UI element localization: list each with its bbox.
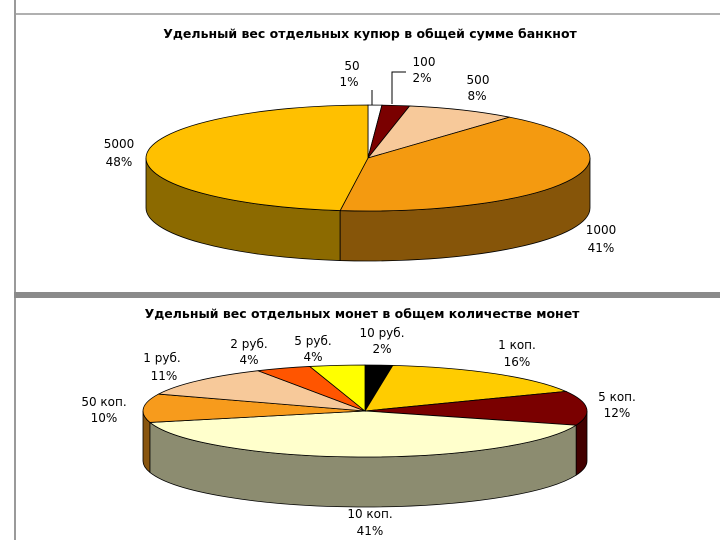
chart-1-title: Удельный вес отдельных купюр в общей сум… xyxy=(163,26,577,41)
chart-2-label-1rub: 1 руб. xyxy=(143,351,180,365)
chart-1-label-100: 100 xyxy=(413,55,436,69)
chart-1-label-5000: 5000 xyxy=(104,137,135,151)
chart-1-label-500: 500 xyxy=(467,73,490,87)
chart-1-label-50: 50 xyxy=(344,59,359,73)
chart-2-pct-50kop: 10% xyxy=(91,411,118,425)
chart-2-label-5kop: 5 коп. xyxy=(598,390,636,404)
chart-2-label-5rub: 5 руб. xyxy=(294,334,331,348)
chart-2-pie xyxy=(142,364,588,508)
chart-2-label-50kop: 50 коп. xyxy=(81,395,126,409)
chart-2-pct-1kop: 16% xyxy=(504,355,531,369)
chart-2-pct-1rub: 11% xyxy=(151,369,178,383)
chart-2-slice-5 xyxy=(157,370,366,412)
chart-2-labels: 10 руб. 2% 1 коп. 16% 5 коп. 12% 10 коп.… xyxy=(81,326,636,538)
chart-1-pct-1000: 41% xyxy=(588,241,615,255)
chart-1-pct-5000: 48% xyxy=(106,155,133,169)
chart-2-slice-3 xyxy=(148,410,578,458)
chart-2-slice-1 xyxy=(364,364,568,412)
chart-2-pct-2rub: 4% xyxy=(239,353,258,367)
chart-2-label-10kop: 10 коп. xyxy=(347,507,392,521)
chart-1-labels: 50 1% 100 2% 500 8% 5000 48% 1000 41% xyxy=(104,55,617,255)
chart-2-label-10rub: 10 руб. xyxy=(359,326,404,340)
panel-divider xyxy=(14,292,720,298)
chart-2-pct-10kop: 41% xyxy=(357,524,384,538)
chart-2-pct-5kop: 12% xyxy=(604,406,631,420)
chart-2-title: Удельный вес отдельных монет в общем кол… xyxy=(145,306,581,321)
chart-2-pct-10rub: 2% xyxy=(372,342,391,356)
chart-1-label-1000: 1000 xyxy=(586,223,617,237)
chart-1-pct-500: 8% xyxy=(467,89,486,103)
chart-1-slice-2 xyxy=(366,105,510,159)
chart-2-slice-4 xyxy=(142,393,366,423)
bottom-chart-panel xyxy=(14,298,720,540)
chart-1-pct-50: 1% xyxy=(339,75,358,89)
chart-2-slice-7 xyxy=(308,364,366,412)
chart-2-slice-2 xyxy=(364,391,588,426)
chart-2-pct-5rub: 4% xyxy=(303,350,322,364)
chart-1-pie xyxy=(145,104,591,262)
chart-2-label-2rub: 2 руб. xyxy=(230,337,267,351)
chart-1-slice-3 xyxy=(339,116,591,212)
chart-1-slice-4 xyxy=(145,104,369,211)
chart-1-leader-100 xyxy=(391,71,406,104)
chart-2-label-1kop: 1 коп. xyxy=(498,338,536,352)
chart-1-pct-100: 2% xyxy=(412,71,431,85)
